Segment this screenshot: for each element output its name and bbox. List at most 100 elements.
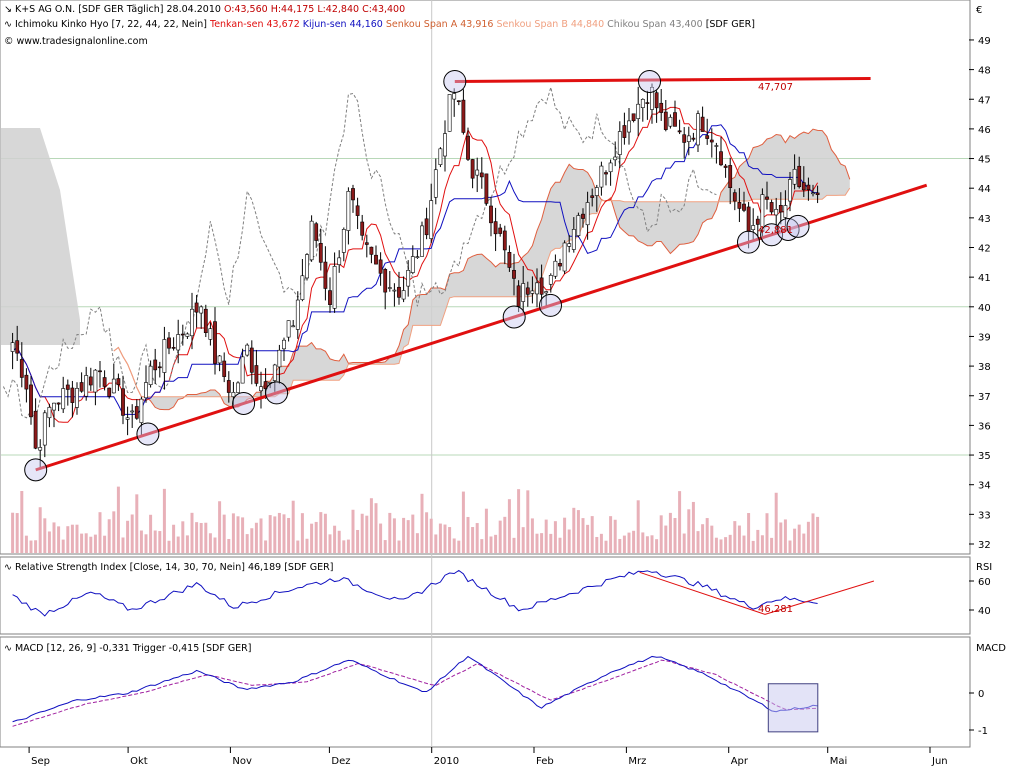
volume-bar [756, 529, 760, 553]
macd-highlight-box [767, 683, 819, 733]
volume-bar [655, 539, 659, 553]
symbol-icon: ↘ [4, 4, 15, 15]
volume-bar [475, 523, 479, 553]
candle-body [305, 254, 309, 279]
candle-body [797, 165, 802, 188]
support-touch-marker [232, 391, 256, 415]
candle-body [640, 98, 645, 109]
volume-bar [259, 518, 263, 553]
candle-body [245, 344, 250, 356]
candle-body [415, 256, 420, 258]
candle-body [755, 218, 760, 225]
candle-body [29, 384, 33, 418]
volume-bar [747, 513, 751, 553]
kijun-legend: Kijun-sen 44,160 [303, 19, 383, 30]
volume-bar [544, 519, 548, 553]
volume-bar [774, 492, 778, 553]
candle-body [75, 388, 79, 408]
candle-body [56, 402, 61, 405]
candle-body [438, 148, 443, 165]
price-tick-label: 38 [978, 362, 991, 373]
volume-bar [797, 524, 801, 553]
tenkan-sen-line [12, 106, 819, 423]
candle-body [194, 302, 199, 313]
candle-body [429, 200, 434, 239]
chikou-legend: Chikou Span 43,400 [607, 19, 702, 30]
candle-body [585, 202, 590, 226]
candle-body [392, 289, 397, 292]
volume-bar [167, 540, 171, 553]
volume-bar [80, 533, 84, 553]
resistance-touch-marker [443, 69, 467, 93]
volume-bar [567, 529, 571, 553]
volume-bar [144, 534, 148, 553]
volume-bar [162, 488, 166, 553]
volume-bar [457, 540, 461, 553]
candle-body [539, 277, 544, 295]
candle-body [254, 365, 259, 384]
volume-bars [11, 486, 820, 553]
candle-body [456, 100, 461, 103]
volume-bar [103, 535, 107, 553]
month-label: Dez [331, 756, 350, 767]
support-touch-marker [265, 381, 289, 405]
candle-body [622, 125, 627, 138]
month-label: 2010 [434, 756, 459, 767]
candle-body [240, 356, 245, 384]
volume-bar [696, 531, 700, 553]
candle-body [604, 172, 608, 175]
volume-bar [609, 516, 613, 553]
volume-bar [379, 523, 383, 553]
volume-bar [691, 501, 695, 553]
candle-body [272, 364, 277, 381]
support-touch-marker [737, 230, 760, 254]
volume-bar [392, 518, 396, 553]
volume-bar [213, 537, 217, 553]
candle-body [226, 380, 231, 393]
candle-body [553, 260, 558, 277]
volume-bar [38, 507, 42, 553]
volume-bar [149, 514, 153, 553]
candle-body [673, 112, 677, 127]
volume-bar [365, 515, 369, 553]
candle-body [84, 375, 89, 397]
instrument-title: K+S AG O.N. [SDF GER Täglich] 28.04.2010 [15, 4, 221, 15]
candle-body [691, 137, 696, 140]
candle-body [52, 402, 56, 411]
candle-body [144, 382, 148, 399]
volume-bar [471, 527, 475, 553]
resistance-touch-marker [638, 69, 661, 93]
candle-body [746, 206, 751, 233]
candle-body [125, 417, 130, 420]
candle-body [410, 256, 415, 273]
volume-bar [342, 540, 346, 553]
website-credit: © www.tradesignalonline.com [4, 36, 148, 47]
volume-bar [659, 515, 663, 553]
month-label: Jun [931, 756, 948, 767]
candlesticks [10, 83, 820, 468]
volume-bar [126, 520, 130, 553]
volume-bar [231, 513, 235, 553]
candle-body [811, 192, 815, 195]
candle-body [627, 120, 631, 133]
volume-bar [52, 522, 56, 553]
rsi-line [12, 569, 818, 617]
candle-body [815, 192, 820, 195]
volume-bar [273, 516, 277, 553]
candle-body [760, 194, 765, 232]
price-tick-label: 49 [978, 36, 991, 47]
tenkan-legend: Tenkan-sen 43,672 [209, 19, 300, 30]
price-tick-label: 40 [978, 303, 991, 314]
candle-body [498, 227, 503, 234]
candle-body [65, 384, 70, 390]
volume-bar [604, 540, 608, 553]
volume-bar [57, 526, 61, 553]
volume-bar [208, 533, 212, 553]
candle-body [696, 113, 700, 146]
volume-bar [356, 529, 360, 553]
candle-body [686, 135, 691, 142]
volume-bar [195, 522, 199, 553]
candle-body [199, 306, 204, 314]
candle-body [121, 388, 125, 416]
span-b-legend: Senkou Span B 44,840 [497, 19, 605, 30]
